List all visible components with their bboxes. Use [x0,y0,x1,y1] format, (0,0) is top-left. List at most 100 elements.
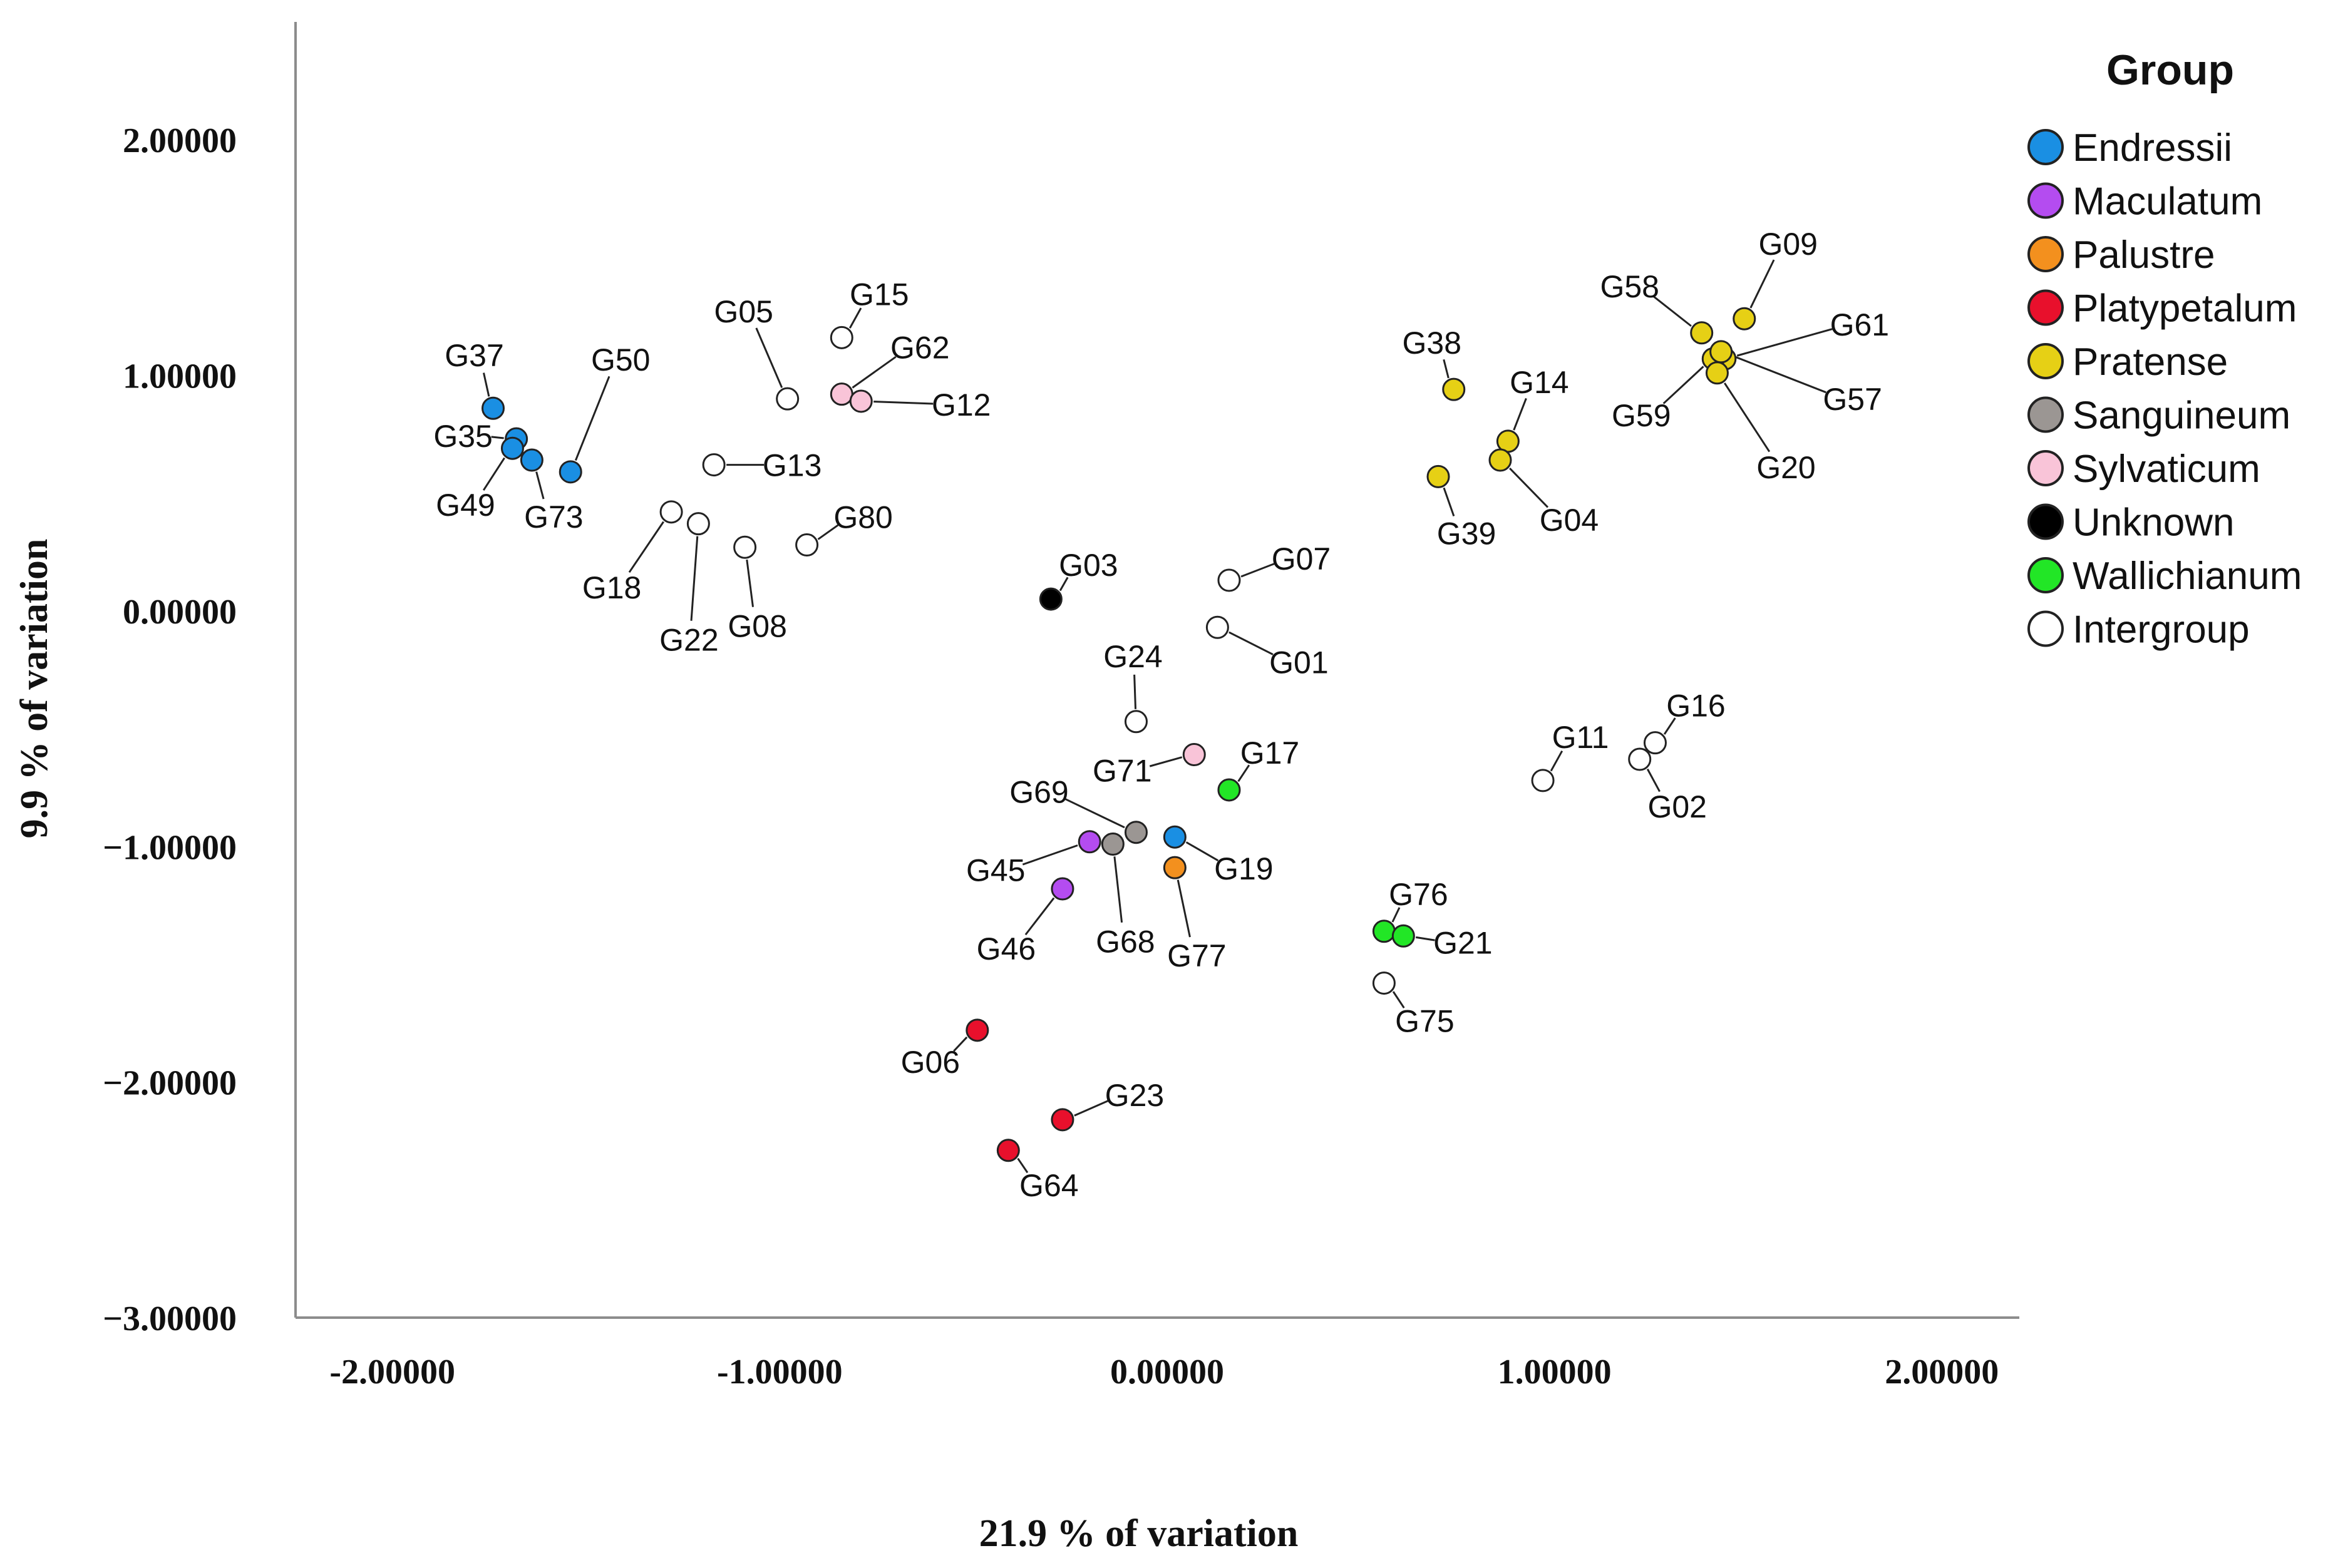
data-point-g21 [1391,924,1415,948]
data-point-g01 [1205,615,1229,639]
point-label: G04 [1540,503,1599,538]
data-point-g12 [849,389,873,413]
leader-line [535,471,545,500]
x-tick-label: 1.00000 [1498,1353,1612,1391]
point-label: G22 [659,623,719,658]
y-tick-label: −1.00000 [103,828,237,867]
leader-line [1509,468,1549,508]
leader-line [1736,328,1833,357]
leader-line [849,307,862,329]
leader-line [873,401,934,405]
data-point-g68 [1101,833,1125,856]
point-label: G09 [1758,227,1818,262]
legend-swatch-palustre [2027,236,2064,272]
y-tick-label: −3.00000 [103,1299,237,1338]
y-tick-label: 2.00000 [123,121,237,160]
data-point-g39 [1426,464,1450,488]
point-label: G17 [1240,735,1300,771]
point-label: G39 [1437,516,1496,551]
leader-line [1443,359,1450,379]
legend-label: Endressii [2073,126,2232,170]
leader-line [1443,487,1455,517]
leader-line [690,536,699,621]
leader-line [1113,856,1123,923]
data-point-g20 [1705,361,1729,385]
point-label: G02 [1647,789,1707,824]
leader-line [574,376,610,461]
x-tick-label: 0.00000 [1110,1353,1224,1391]
leader-line [1749,259,1775,309]
legend-title: Group [2106,46,2234,94]
point-label: G61 [1830,307,1890,342]
data-point-g03 [1039,587,1063,611]
data-point-g38 [1442,377,1466,401]
x-axis-title: 21.9 % of variation [979,1512,1299,1555]
legend-label: Pratense [2073,341,2228,384]
leader-line [1646,768,1661,792]
data-point-g46 [1051,877,1074,901]
point-label: G76 [1389,877,1448,912]
data-point-g57 [1709,340,1733,364]
data-point-g71 [1182,742,1206,766]
data-point-g77 [1163,856,1187,879]
point-label: G06 [901,1045,961,1080]
legend-swatch-wallichianum [2027,557,2064,593]
point-label: G69 [1009,775,1069,810]
leader-line [1550,750,1563,772]
point-label: G77 [1167,938,1227,973]
leader-line [1185,841,1219,862]
data-point-g06 [966,1018,989,1042]
leader-line [1059,576,1069,592]
point-label: G07 [1272,541,1331,576]
point-label: G57 [1823,382,1882,417]
data-point-g73 [520,448,543,472]
leader-line [1177,879,1191,938]
point-label: G50 [591,342,651,377]
data-point-g11 [1531,769,1555,792]
leader-line [1237,764,1250,782]
legend-label: Palustre [2073,233,2215,277]
y-axis-title: 9.9 % of variation [13,539,56,839]
legend-label: Unknown [2073,501,2234,545]
leader-line [1017,1157,1029,1174]
x-tick-label: -1.00000 [717,1353,843,1391]
point-label: G21 [1433,925,1493,960]
leader-line [1024,897,1055,936]
data-point-g04 [1488,448,1512,472]
point-label: G15 [850,277,909,312]
point-label: G49 [436,488,495,523]
data-point-g45 [1078,830,1101,854]
leader-line [1133,674,1137,709]
leader-line [1652,295,1692,327]
y-tick-label: −2.00000 [103,1064,237,1103]
point-label: G19 [1214,851,1274,886]
leader-line [953,1036,968,1052]
leader-line [1416,936,1435,941]
data-point-g69 [1124,821,1148,844]
legend-label: Platypetalum [2073,287,2297,331]
point-label: G68 [1096,925,1155,960]
leader-line [1724,382,1771,453]
leader-line [628,521,664,573]
data-point-g64 [996,1139,1020,1162]
data-point-g58 [1690,321,1714,345]
data-point-g17 [1217,778,1241,802]
x-tick-label: -2.00000 [329,1353,455,1391]
data-points [482,307,1756,1162]
data-point-g49 [500,436,524,460]
point-label: G23 [1105,1078,1165,1113]
legend-label: Sylvaticum [2073,448,2260,491]
data-point-g08 [733,535,757,559]
point-label: G59 [1612,398,1671,433]
point-label: G71 [1093,753,1152,788]
data-point-g50 [559,460,582,484]
legend-swatch-maculatum [2027,182,2064,219]
point-label: G05 [714,294,773,329]
point-label: G38 [1403,325,1462,361]
data-point-g18 [659,500,683,524]
data-point-g15 [830,325,853,349]
point-label: G80 [833,500,893,535]
leader-line [483,372,490,397]
axis-ticks: -2.00000 -1.00000 0.00000 1.00000 2.00000 2.0… [13,121,1999,1555]
